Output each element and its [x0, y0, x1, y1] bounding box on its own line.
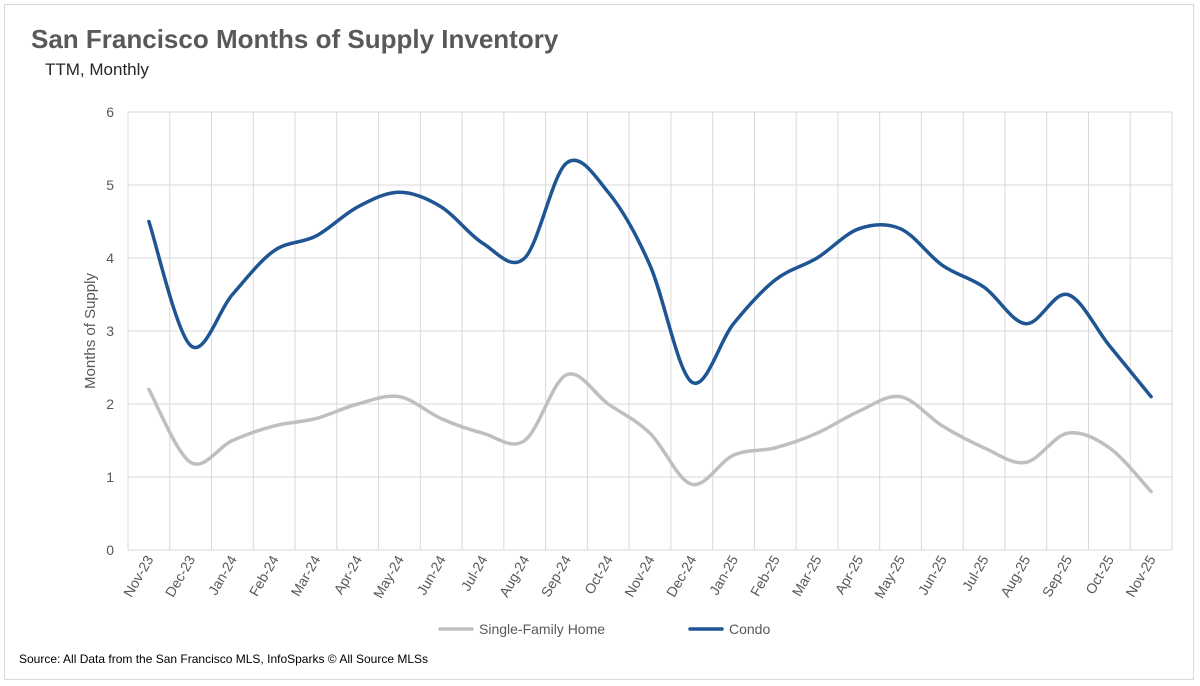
x-tick-label: Nov-23: [120, 552, 157, 599]
x-tick-label: Mar-25: [789, 552, 825, 599]
x-tick-label: Jul-24: [458, 552, 491, 593]
x-tick-label: Jul-25: [959, 552, 992, 593]
legend-label: Condo: [729, 621, 770, 637]
x-tick-label: May-24: [370, 552, 407, 601]
x-tick-label: Apr-24: [330, 552, 365, 597]
x-tick-label: Sep-25: [1039, 552, 1076, 599]
x-tick-label: Jun-25: [915, 552, 950, 597]
x-tick-label: Aug-24: [496, 552, 533, 599]
legend: Single-Family Home Condo: [438, 621, 770, 637]
y-tick-label: 3: [106, 323, 114, 339]
x-tick-label: May-25: [871, 552, 908, 601]
y-tick-label: 1: [106, 469, 114, 485]
x-tick-label: Apr-25: [832, 552, 867, 597]
y-tick-label: 6: [106, 104, 114, 120]
series-lines: [147, 158, 1153, 494]
gridlines: [127, 111, 1173, 551]
series-line-single-family-home: [147, 372, 1153, 494]
x-tick-label: Jun-24: [414, 552, 449, 597]
x-tick-label: Sep-24: [538, 552, 575, 599]
x-tick-label: Nov-24: [621, 552, 658, 599]
x-tick-label: Oct-25: [1082, 552, 1117, 597]
legend-label: Single-Family Home: [479, 621, 605, 637]
y-axis-title: Months of Supply: [82, 273, 99, 389]
chart-frame: [4, 4, 1194, 680]
x-tick-label: Aug-25: [997, 552, 1034, 599]
y-tick-label: 0: [106, 542, 114, 558]
x-tick-label: Oct-24: [581, 552, 616, 597]
x-tick-label: Feb-24: [246, 552, 282, 599]
x-axis-ticks: Nov-23 Dec-23 Jan-24 Feb-24 Mar-24 Apr-24 May-…: [120, 552, 1159, 601]
source-note: Source: All Data from the San Francisco …: [19, 652, 429, 666]
x-tick-label: Dec-23: [162, 552, 199, 599]
chart-title: San Francisco Months of Supply Inventory: [31, 24, 559, 54]
x-tick-label: Jan-24: [205, 552, 240, 597]
x-tick-label: Dec-24: [663, 552, 700, 599]
x-tick-label: Mar-24: [287, 552, 323, 599]
chart-subtitle: TTM, Monthly: [45, 60, 149, 79]
y-axis-ticks: 0 1 2 3 4 5 6: [106, 104, 114, 558]
y-tick-label: 2: [106, 396, 114, 412]
x-tick-label: Feb-25: [747, 552, 783, 599]
y-tick-label: 4: [106, 250, 114, 266]
y-tick-label: 5: [106, 177, 114, 193]
x-tick-label: Jan-25: [706, 552, 741, 597]
series-line-condo: [147, 158, 1153, 399]
x-tick-label: Nov-25: [1122, 552, 1159, 599]
